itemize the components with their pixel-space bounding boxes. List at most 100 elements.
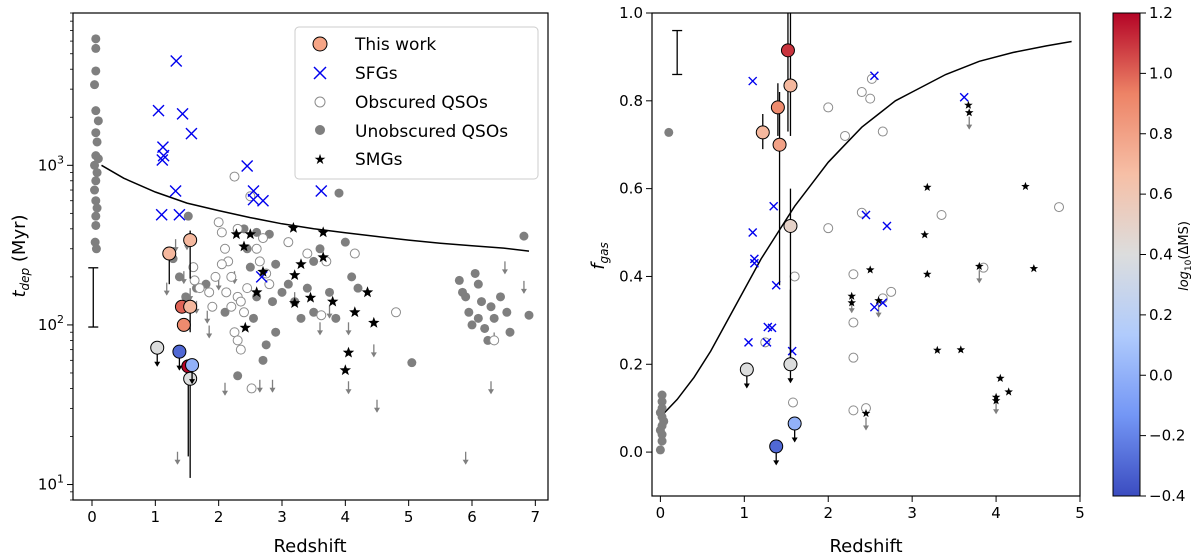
left-unobscured-qso-point: [91, 106, 101, 116]
right-sfg-point: [749, 258, 759, 268]
right-upper-limit-arrow-head: [976, 278, 983, 284]
left-smg-point: [289, 269, 301, 280]
left-ytick-label: 103: [38, 153, 64, 174]
right-smg-point: [975, 261, 984, 270]
right-sfg-point: [762, 337, 772, 347]
right-sfg-point: [787, 346, 797, 356]
right-axes-ticks: 0 1 2 3 4 5 0.0 0.2 0.4 0.6 0.8 1.0: [619, 4, 1085, 522]
right-xtick-label: 1: [740, 504, 750, 522]
right-panel-gas-fraction: 0 1 2 3 4 5 0.0 0.2 0.4 0.6 0.8 1.0 Redshift fgas: [588, 4, 1085, 557]
left-sfg-point: [155, 208, 168, 221]
left-unobscured-qso-point: [489, 313, 499, 323]
left-unobscured-qso-point: [524, 310, 534, 320]
right-model-curve: [659, 40, 1072, 418]
left-ylabel: tdep (Myr): [9, 214, 32, 297]
legend: This work SFGs Obscured QSOs Unobscured …: [294, 26, 539, 180]
right-ytick-label: 0.2: [619, 355, 643, 373]
right-obscured-qso-point: [840, 130, 851, 141]
right-obscured-qso-point: [823, 102, 834, 113]
left-sfg-point: [170, 55, 183, 68]
right-smg-point: [964, 100, 973, 109]
left-upper-limit-arrow-head: [370, 352, 377, 358]
left-obscured-qso-point: [254, 256, 265, 267]
left-axes-ticks: 0 1 2 3 4 5 6 7 101 102 103: [38, 12, 541, 526]
left-obscured-qso-point: [229, 327, 240, 338]
left-xtick-label: 3: [277, 508, 287, 526]
colorbar-tick-label: −0.2: [1149, 427, 1185, 445]
left-unobscured-qso-point: [407, 358, 417, 368]
legend-marker-sfgs: [313, 66, 327, 80]
left-upper-limit-arrow-head: [345, 330, 352, 336]
left-sfg-point: [156, 153, 169, 166]
right-unobscured-qso-point: [655, 445, 665, 455]
left-this-work-point: [183, 299, 198, 314]
right-sfg-point: [869, 71, 879, 81]
left-unobscured-qso-point: [502, 307, 512, 317]
right-sfg-point: [882, 221, 892, 231]
left-unobscured-qso-point: [473, 279, 483, 289]
left-unobscured-qso-point: [309, 307, 319, 317]
legend-unobscured: Unobscured QSOs: [355, 122, 508, 142]
left-upper-limit-arrow-head: [172, 247, 179, 253]
right-ytick-label: 0.6: [619, 180, 643, 198]
right-upper-limit-arrow-head: [848, 308, 855, 314]
left-obscured-qso-point: [246, 383, 257, 394]
right-smg-point: [991, 396, 1001, 405]
left-this-work-point: [162, 246, 177, 261]
left-unobscured-qso-point: [252, 227, 262, 237]
left-upper-limit-arrow-head: [317, 330, 323, 336]
left-smg-point: [287, 222, 300, 233]
left-xtick-label: 2: [214, 508, 224, 526]
right-ylabel-text: fgas: [588, 242, 611, 270]
left-obscured-qso-point: [204, 287, 215, 298]
left-smg-point: [361, 286, 374, 298]
left-upper-limit-arrow-head: [180, 279, 187, 285]
left-panel-depletion-time: 0 1 2 3 4 5 6 7 101 102 103 Redshift tdep (Myr) Th…: [9, 12, 549, 557]
left-unobscured-qso-point: [91, 220, 101, 230]
right-smg-point: [933, 345, 942, 354]
right-smg-point: [923, 269, 932, 278]
left-unobscured-qso-point: [334, 188, 344, 198]
left-smg-point: [327, 295, 339, 307]
left-smg-point: [339, 364, 351, 376]
left-sfg-point: [152, 104, 165, 117]
left-xtick-label: 5: [404, 508, 414, 526]
left-upper-limit-arrow-head: [204, 318, 211, 324]
colorbar-tick-label: 1.2: [1149, 4, 1173, 22]
left-unobscured-qso-point: [92, 137, 102, 147]
left-unobscured-qso-point: [486, 302, 496, 312]
left-this-work-point: [185, 358, 200, 373]
left-unobscured-qso-point: [174, 272, 184, 282]
legend-obscured: Obscured QSOs: [355, 93, 488, 113]
legend-box: [294, 26, 539, 180]
left-obscured-qso-point: [302, 248, 313, 259]
right-axes-frame: [651, 12, 1081, 497]
right-upper-limit-arrow-head: [875, 312, 882, 318]
left-obscured-qso-point: [229, 171, 240, 182]
left-upper-limit-arrow-head: [374, 407, 380, 413]
left-unobscured-qso-point: [353, 283, 363, 293]
left-unobscured-qso-point: [315, 244, 325, 254]
left-unobscured-qso-point: [477, 297, 486, 307]
right-xtick-label: 2: [823, 504, 833, 522]
right-upper-limit-arrow-head: [966, 124, 973, 130]
left-unobscured-qso-point: [309, 256, 319, 266]
right-upper-limit-arrow-head: [863, 425, 869, 431]
left-unobscured-qso-point: [331, 313, 341, 323]
left-smg-point: [238, 240, 250, 252]
left-upper-limit-arrow-head: [326, 313, 333, 319]
right-unobscured-qso-point: [664, 127, 674, 137]
left-sfg-point: [173, 208, 186, 221]
left-obscured-qso-point: [221, 287, 232, 298]
right-this-work-point: [739, 362, 754, 377]
right-obscured-qso-point: [848, 317, 859, 328]
left-upper-limit-arrow-head: [206, 333, 213, 339]
left-xtick-label: 6: [467, 508, 477, 526]
left-xtick-label: 7: [531, 508, 541, 526]
left-obscured-qso-point: [235, 296, 246, 307]
colorbar-tick-label: 0.8: [1149, 125, 1173, 143]
right-obscured-qso-point: [856, 87, 867, 98]
legend-marker-obscured: [314, 96, 326, 108]
right-ytick-label: 1.0: [619, 4, 643, 22]
left-upper-limit-arrow-head: [501, 269, 508, 275]
